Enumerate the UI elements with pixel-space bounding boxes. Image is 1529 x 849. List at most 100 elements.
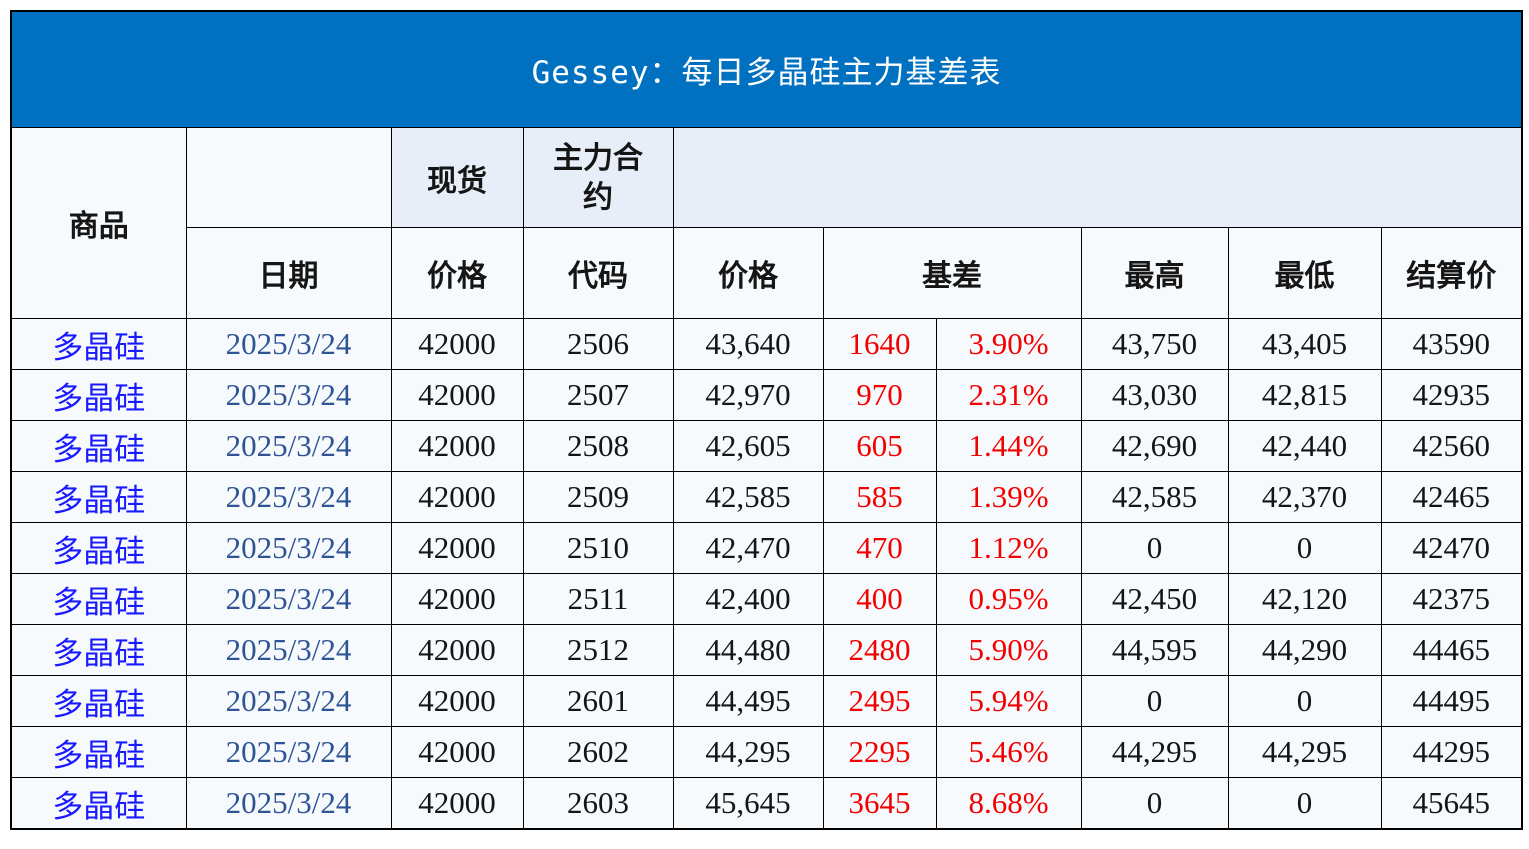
basis-table-container: Gessey：每日多晶硅主力基差表 商品 现货 主力合约 日期 价格 代码 价格… [10, 10, 1524, 830]
cell-price: 42,400 [672, 573, 824, 625]
cell-settle-price: 43590 [1380, 318, 1523, 370]
cell-price: 43,640 [672, 318, 824, 370]
cell-basis: 400 [822, 573, 937, 625]
cell-basis-percent: 8.68% [935, 777, 1082, 830]
col-group-spot: 现货 [390, 127, 524, 228]
cell-settle-price: 44295 [1380, 726, 1523, 778]
header-row-group: 商品 现货 主力合约 [10, 127, 1523, 319]
cell-high: 42,585 [1080, 471, 1229, 523]
cell-low: 43,405 [1227, 318, 1382, 370]
table-row: 多晶硅 2025/3/24 42000 2507 42,970 970 2.31% 43,03… [10, 369, 1523, 421]
cell-price: 44,495 [672, 675, 824, 727]
cell-contract-code: 2508 [522, 420, 674, 472]
col-header-commodity: 商品 [10, 127, 187, 319]
table-title: Gessey：每日多晶硅主力基差表 [10, 10, 1523, 128]
cell-basis-percent: 5.46% [935, 726, 1082, 778]
cell-low: 0 [1227, 522, 1382, 574]
table-row: 多晶硅 2025/3/24 42000 2506 43,640 1640 3.90% 43,7… [10, 318, 1523, 370]
cell-settle-price: 45645 [1380, 777, 1523, 830]
cell-date: 2025/3/24 [185, 522, 392, 574]
cell-settle-price: 42465 [1380, 471, 1523, 523]
cell-price: 42,605 [672, 420, 824, 472]
cell-basis-percent: 5.90% [935, 624, 1082, 676]
col-group-main-contract: 主力合约 [522, 127, 674, 228]
cell-basis-percent: 5.94% [935, 675, 1082, 727]
cell-commodity: 多晶硅 [10, 675, 187, 727]
cell-price: 44,480 [672, 624, 824, 676]
cell-commodity: 多晶硅 [10, 420, 187, 472]
cell-low: 42,120 [1227, 573, 1382, 625]
cell-commodity: 多晶硅 [10, 726, 187, 778]
cell-basis: 2480 [822, 624, 937, 676]
table-row: 多晶硅 2025/3/24 42000 2512 44,480 2480 5.90% 44,5… [10, 624, 1523, 676]
title-row: Gessey：每日多晶硅主力基差表 [10, 10, 1523, 128]
col-header-high: 最高 [1080, 227, 1229, 319]
cell-high: 43,750 [1080, 318, 1229, 370]
cell-contract-code: 2602 [522, 726, 674, 778]
cell-high: 42,690 [1080, 420, 1229, 472]
cell-spot-price: 42000 [390, 624, 524, 676]
cell-basis-percent: 1.44% [935, 420, 1082, 472]
col-header-date: 日期 [185, 227, 392, 319]
cell-date: 2025/3/24 [185, 777, 392, 830]
table-row: 多晶硅 2025/3/24 42000 2511 42,400 400 0.95% 42,45… [10, 573, 1523, 625]
cell-date: 2025/3/24 [185, 573, 392, 625]
cell-contract-code: 2511 [522, 573, 674, 625]
cell-date: 2025/3/24 [185, 726, 392, 778]
cell-commodity: 多晶硅 [10, 522, 187, 574]
cell-basis-percent: 3.90% [935, 318, 1082, 370]
cell-settle-price: 44465 [1380, 624, 1523, 676]
cell-spot-price: 42000 [390, 522, 524, 574]
cell-date: 2025/3/24 [185, 471, 392, 523]
cell-spot-price: 42000 [390, 675, 524, 727]
cell-low: 42,370 [1227, 471, 1382, 523]
cell-spot-price: 42000 [390, 369, 524, 421]
cell-high: 0 [1080, 777, 1229, 830]
header-merged-blank-cell [672, 127, 1523, 228]
cell-price: 45,645 [672, 777, 824, 830]
cell-spot-price: 42000 [390, 318, 524, 370]
col-header-spot-price: 价格 [390, 227, 524, 319]
cell-low: 44,295 [1227, 726, 1382, 778]
header-spacer-cell [185, 127, 392, 228]
cell-basis: 3645 [822, 777, 937, 830]
cell-basis: 585 [822, 471, 937, 523]
cell-low: 42,440 [1227, 420, 1382, 472]
cell-date: 2025/3/24 [185, 369, 392, 421]
cell-high: 44,295 [1080, 726, 1229, 778]
cell-settle-price: 42560 [1380, 420, 1523, 472]
cell-contract-code: 2512 [522, 624, 674, 676]
cell-basis-percent: 0.95% [935, 573, 1082, 625]
cell-contract-code: 2509 [522, 471, 674, 523]
col-header-settle: 结算价 [1380, 227, 1523, 319]
cell-basis: 605 [822, 420, 937, 472]
cell-basis: 2495 [822, 675, 937, 727]
cell-spot-price: 42000 [390, 777, 524, 830]
cell-price: 42,970 [672, 369, 824, 421]
cell-settle-price: 44495 [1380, 675, 1523, 727]
cell-spot-price: 42000 [390, 471, 524, 523]
cell-high: 42,450 [1080, 573, 1229, 625]
cell-spot-price: 42000 [390, 573, 524, 625]
cell-basis: 1640 [822, 318, 937, 370]
cell-spot-price: 42000 [390, 420, 524, 472]
cell-high: 0 [1080, 675, 1229, 727]
cell-commodity: 多晶硅 [10, 318, 187, 370]
cell-basis-percent: 1.12% [935, 522, 1082, 574]
col-header-code: 代码 [522, 227, 674, 319]
cell-high: 43,030 [1080, 369, 1229, 421]
cell-contract-code: 2507 [522, 369, 674, 421]
cell-basis: 470 [822, 522, 937, 574]
cell-date: 2025/3/24 [185, 675, 392, 727]
cell-contract-code: 2601 [522, 675, 674, 727]
cell-price: 44,295 [672, 726, 824, 778]
col-header-low: 最低 [1227, 227, 1382, 319]
cell-basis-percent: 2.31% [935, 369, 1082, 421]
col-header-basis: 基差 [822, 227, 1082, 319]
cell-settle-price: 42470 [1380, 522, 1523, 574]
cell-basis: 2295 [822, 726, 937, 778]
cell-basis-percent: 1.39% [935, 471, 1082, 523]
table-row: 多晶硅 2025/3/24 42000 2601 44,495 2495 5.94% 0 0 44… [10, 675, 1523, 727]
cell-high: 0 [1080, 522, 1229, 574]
cell-price: 42,585 [672, 471, 824, 523]
